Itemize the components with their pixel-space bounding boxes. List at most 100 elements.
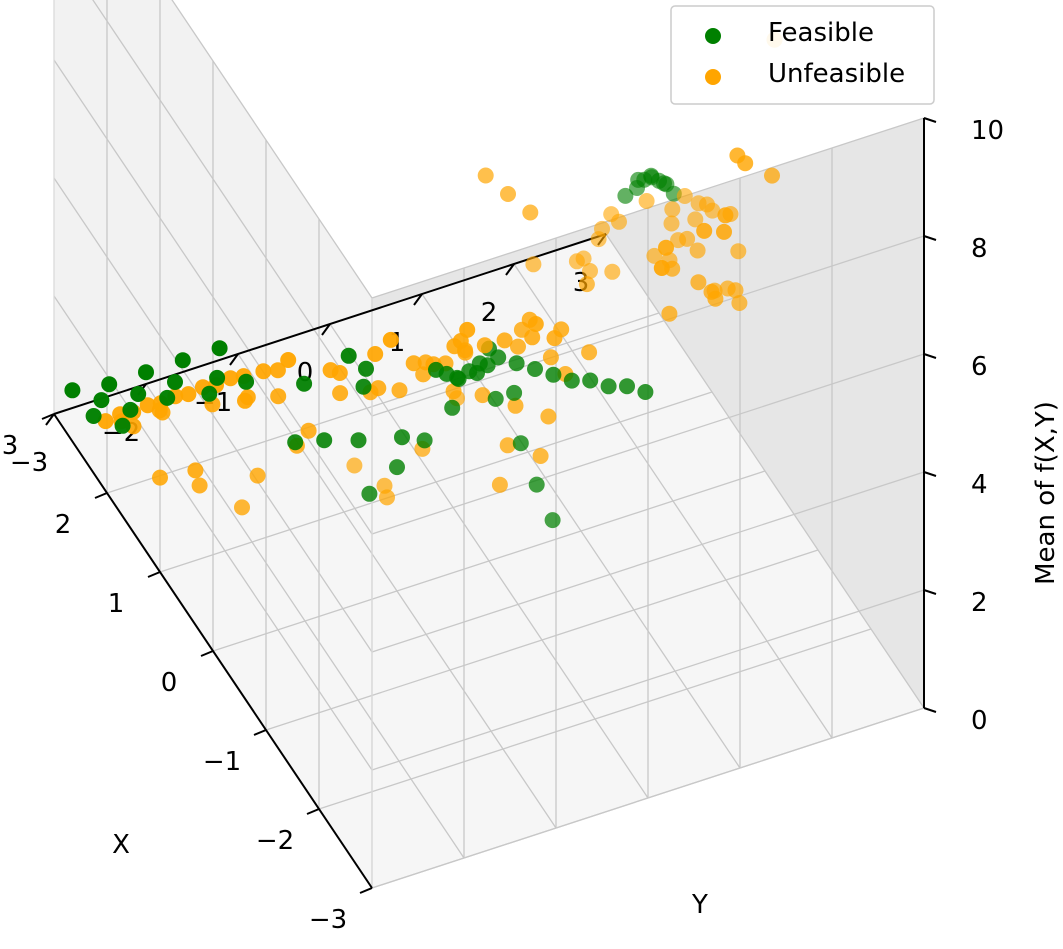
y-tick-mark — [321, 323, 331, 336]
z-tick-label: 0 — [971, 706, 988, 736]
point-unfeasible — [382, 331, 399, 348]
point-feasible — [544, 512, 561, 529]
x-tick-label: 0 — [161, 668, 178, 698]
grid-line — [53, 295, 373, 771]
point-unfeasible — [676, 188, 693, 204]
grid-line — [513, 263, 833, 739]
point-feasible — [617, 187, 634, 204]
point-feasible — [528, 476, 545, 493]
point-unfeasible — [727, 282, 744, 299]
grid-line — [329, 323, 649, 799]
point-unfeasible — [653, 260, 670, 276]
z-tick-mark — [923, 353, 937, 359]
point-feasible — [619, 378, 635, 395]
point-unfeasible — [234, 499, 250, 516]
point-unfeasible — [540, 408, 557, 425]
point-unfeasible — [578, 276, 595, 293]
grid-line — [53, 177, 373, 653]
grid-line — [605, 233, 925, 709]
point-unfeasible — [638, 193, 655, 209]
point-unfeasible — [391, 382, 408, 399]
grid-line — [371, 353, 925, 535]
y-tick-label: 2 — [481, 298, 498, 328]
point-feasible — [340, 347, 357, 364]
y-tick-label: −3 — [10, 448, 48, 478]
point-unfeasible — [255, 363, 272, 380]
point-unfeasible — [474, 387, 491, 404]
z-tick-label: 6 — [971, 352, 988, 382]
point-unfeasible — [445, 383, 462, 400]
point-feasible — [296, 375, 313, 392]
point-unfeasible — [222, 370, 239, 387]
point-unfeasible — [139, 397, 156, 414]
point-unfeasible — [590, 231, 607, 248]
point-unfeasible — [661, 305, 678, 322]
point-feasible — [167, 374, 183, 390]
point-feasible — [394, 429, 410, 446]
point-unfeasible — [477, 167, 494, 184]
point-feasible — [361, 485, 378, 502]
point-feasible — [159, 389, 176, 406]
point-feasible — [64, 382, 81, 399]
x-tick-label: 3 — [2, 431, 19, 461]
point-unfeasible — [611, 213, 627, 230]
point-feasible — [637, 384, 654, 400]
point-unfeasible — [542, 349, 559, 366]
point-feasible — [600, 378, 617, 395]
z-tick-mark — [923, 117, 937, 123]
point-unfeasible — [696, 222, 713, 239]
point-feasible — [238, 373, 255, 390]
point-unfeasible — [152, 469, 168, 486]
point-feasible — [643, 167, 660, 184]
point-unfeasible — [97, 413, 114, 430]
point-unfeasible — [187, 462, 204, 479]
x-tick-mark — [200, 650, 214, 657]
point-unfeasible — [269, 362, 286, 379]
point-unfeasible — [522, 204, 539, 221]
x-tick-label: 1 — [108, 589, 125, 619]
point-feasible — [287, 434, 304, 451]
point-feasible — [563, 372, 580, 389]
z-tick-label: 8 — [971, 234, 988, 264]
z-tick-mark — [923, 235, 937, 241]
point-unfeasible — [500, 186, 516, 202]
grid-line — [145, 383, 465, 859]
point-feasible — [428, 361, 444, 378]
point-unfeasible — [459, 321, 476, 338]
point-feasible — [85, 408, 102, 424]
point-unfeasible — [687, 211, 704, 228]
legend-label-feasible: Feasible — [768, 18, 874, 48]
z-tick-mark — [923, 707, 937, 713]
point-unfeasible — [707, 290, 724, 307]
point-unfeasible — [379, 489, 395, 506]
point-unfeasible — [510, 338, 526, 355]
point-unfeasible — [280, 352, 297, 368]
legend: Feasible Unfeasible — [670, 5, 935, 105]
grid-line — [92, 0, 373, 417]
point-feasible — [122, 401, 139, 418]
point-unfeasible — [679, 230, 696, 247]
point-unfeasible — [370, 380, 387, 397]
point-feasible — [350, 432, 367, 449]
point-unfeasible — [499, 437, 516, 454]
point-unfeasible — [331, 365, 348, 381]
point-feasible — [469, 365, 485, 381]
point-unfeasible — [764, 167, 780, 184]
z-tick-label: 10 — [971, 116, 1004, 146]
point-unfeasible — [532, 448, 549, 464]
point-feasible — [355, 378, 372, 395]
point-feasible — [316, 432, 333, 449]
x-tick-mark — [306, 808, 320, 815]
x-tick-mark — [253, 729, 267, 736]
y-axis-label: Y — [691, 890, 708, 920]
point-feasible — [114, 417, 131, 434]
point-unfeasible — [568, 253, 585, 270]
point-unfeasible — [249, 467, 266, 484]
point-unfeasible — [716, 223, 732, 240]
point-feasible — [389, 459, 405, 476]
point-unfeasible — [546, 330, 563, 347]
x-tick-mark — [359, 887, 373, 894]
point-feasible — [358, 360, 374, 377]
y-tick-mark — [229, 353, 239, 366]
point-unfeasible — [581, 344, 598, 361]
